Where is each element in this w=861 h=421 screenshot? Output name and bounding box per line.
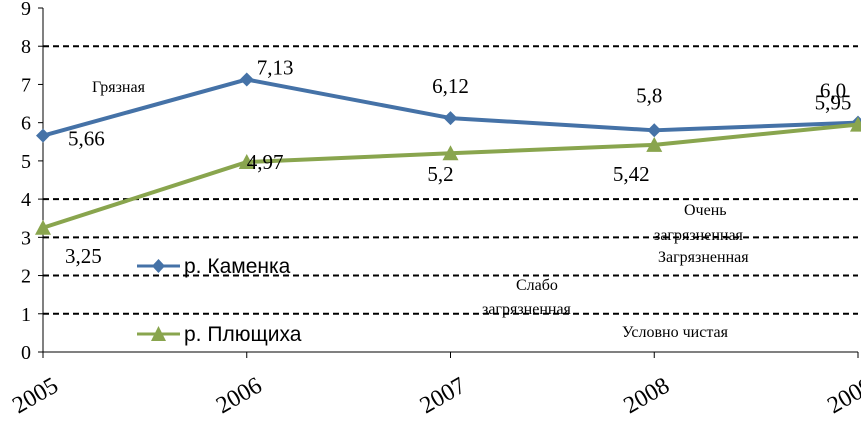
y-tick-label: 6 [21, 113, 31, 135]
x-tick-label: 2009 [823, 373, 861, 420]
data-label: 5,8 [636, 83, 662, 107]
zone-label-polluted: Загрязненная [658, 249, 749, 266]
grid-lines [43, 45, 858, 315]
data-label: 6,12 [432, 74, 469, 98]
data-point-marker [443, 111, 458, 126]
zone-label-slightly-polluted-line1: Слабо [516, 277, 558, 294]
data-point-marker [239, 72, 254, 87]
data-label: 5,2 [427, 162, 453, 186]
data-label: 5,66 [68, 127, 105, 151]
legend-marker-kamenka [152, 259, 165, 273]
y-tick-label: 7 [21, 74, 31, 96]
data-labels: 5,66 7,13 6,12 5,8 6,0 3,25 4,97 5,2 5,42 5,95 [65, 55, 851, 267]
data-point-marker [442, 145, 459, 161]
y-tick-label: 4 [21, 189, 31, 211]
legend-label-plyushchikha: р. Плющиха [184, 323, 302, 346]
y-tick-label: 1 [21, 304, 31, 326]
x-tick-label: 2006 [212, 373, 267, 420]
zone-label-conditionally-clean: Условно чистая [622, 324, 729, 341]
data-label: 4,97 [247, 150, 284, 174]
legend: р. Каменка р. Плющиха [137, 255, 302, 346]
data-label: 7,13 [257, 55, 294, 79]
legend-label-kamenka: р. Каменка [184, 255, 291, 278]
data-point-marker [647, 123, 662, 138]
data-point-marker [238, 154, 255, 170]
legend-marker-plyushchikha [151, 326, 166, 341]
zone-labels: Грязная Очень загрязненная Загрязненная … [92, 79, 749, 341]
x-tick-label: 2008 [619, 373, 674, 420]
data-point-marker [36, 128, 50, 143]
data-label: 3,25 [65, 244, 102, 268]
y-tick-label: 0 [21, 342, 31, 364]
y-tick-label: 9 [21, 0, 31, 20]
data-point-marker [35, 219, 51, 235]
data-point-marker [646, 136, 663, 152]
data-label: 5,42 [613, 162, 650, 186]
zone-label-very-polluted-line1: Очень [684, 202, 727, 219]
y-tick-label: 2 [21, 266, 31, 288]
y-tick-label: 3 [21, 227, 31, 249]
x-tick-label: 2007 [416, 373, 471, 420]
y-tick-label: 5 [21, 151, 31, 173]
zone-label-dirty: Грязная [92, 79, 146, 96]
data-label: 5,95 [815, 91, 852, 115]
data-label: 6,0 [820, 79, 846, 103]
zone-label-slightly-polluted-line2: загрязненная [482, 301, 572, 318]
zone-label-very-polluted-line2: загрязненная [654, 227, 744, 244]
y-tick-labels: 0 1 2 3 4 5 6 7 8 9 [21, 0, 31, 364]
series-layer [35, 72, 861, 235]
x-tick-label: 2005 [8, 373, 63, 420]
data-point-marker [850, 116, 861, 132]
axes [38, 7, 859, 358]
y-tick-label: 8 [21, 36, 31, 58]
x-tick-labels: 2005 2006 2007 2008 2009 [8, 373, 861, 420]
